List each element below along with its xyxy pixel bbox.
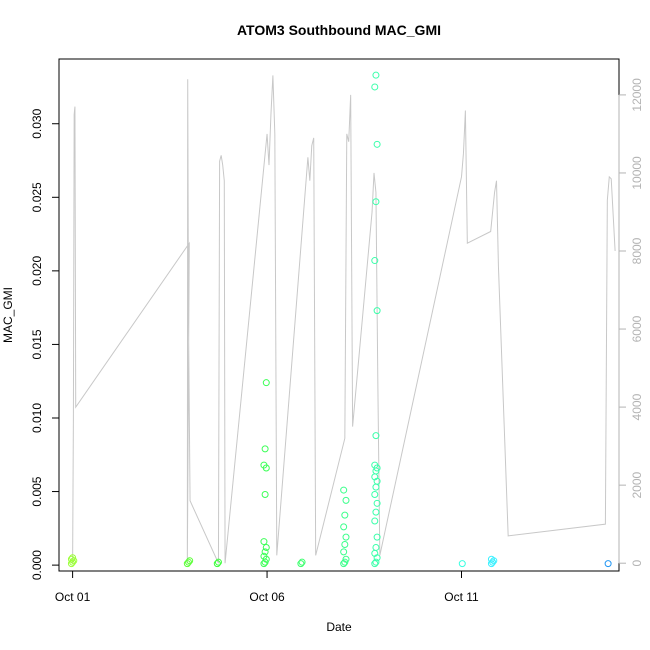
x-tick-label: Oct 06 xyxy=(249,590,285,604)
x-tick-label: Oct 01 xyxy=(55,590,91,604)
y2-tick-label: 4000 xyxy=(630,393,644,420)
data-point xyxy=(371,461,379,469)
data-point xyxy=(69,554,77,562)
data-point xyxy=(340,486,348,494)
y2-tick-label: 12000 xyxy=(630,78,644,112)
data-point xyxy=(372,558,380,566)
data-point xyxy=(341,541,349,549)
y-tick-label: 0.010 xyxy=(30,403,44,433)
y-tick-label: 0.015 xyxy=(30,329,44,359)
data-point xyxy=(371,560,379,568)
data-point xyxy=(261,548,269,556)
plot-box xyxy=(58,58,620,572)
data-point xyxy=(373,499,381,507)
data-point xyxy=(372,71,380,79)
y-axis: 0.000 0.005 0.010 0.015 0.020 0.025 0.030 xyxy=(30,108,60,580)
y2-tick-label: 6000 xyxy=(630,315,644,342)
data-point xyxy=(342,496,350,504)
y-tick-label: 0.000 xyxy=(30,550,44,580)
data-point xyxy=(342,555,350,563)
y-tick-label: 0.005 xyxy=(30,476,44,506)
data-point xyxy=(262,543,270,551)
data-point xyxy=(371,83,379,91)
data-point xyxy=(373,307,381,315)
data-point xyxy=(186,557,194,565)
data-point xyxy=(372,483,380,491)
data-point xyxy=(372,543,380,551)
x-tick-label: Oct 11 xyxy=(444,590,479,604)
data-point xyxy=(260,552,268,560)
data-point xyxy=(371,517,379,525)
x-axis: Oct 01 Oct 06 Oct 11 xyxy=(55,570,479,604)
data-point xyxy=(373,533,381,541)
y2-tick-label: 2000 xyxy=(630,471,644,498)
counts-line-layer xyxy=(72,75,616,564)
y-axis-label: MAC_GMI xyxy=(1,287,15,343)
data-point xyxy=(341,511,349,519)
data-point xyxy=(340,523,348,531)
data-point xyxy=(487,555,495,563)
y2-tick-label: 10000 xyxy=(630,156,644,190)
data-point xyxy=(371,257,379,265)
data-point xyxy=(372,198,380,206)
data-point xyxy=(371,490,379,498)
data-point xyxy=(261,490,269,498)
data-point xyxy=(298,558,306,566)
y-tick-label: 0.020 xyxy=(30,256,44,286)
data-point xyxy=(458,560,466,568)
data-point xyxy=(185,558,192,566)
y-tick-label: 0.030 xyxy=(30,108,44,138)
y2-tick-label: 8000 xyxy=(630,237,644,264)
data-point xyxy=(213,560,221,568)
chart-title: ATOM3 Southbound MAC_GMI xyxy=(237,22,441,38)
data-point xyxy=(340,548,348,556)
data-point xyxy=(214,558,222,566)
data-point xyxy=(261,445,269,453)
data-point xyxy=(342,533,350,541)
counts-line xyxy=(72,75,616,564)
y-tick-label: 0.025 xyxy=(30,182,44,212)
points-layer xyxy=(67,71,612,568)
x-axis-label: Date xyxy=(326,620,352,634)
y2-tick-label: 0 xyxy=(630,560,644,567)
data-point xyxy=(297,560,305,568)
data-point xyxy=(373,140,381,148)
data-point xyxy=(262,379,270,387)
y2-axis: 0 2000 4000 6000 8000 10000 12000 xyxy=(618,78,644,567)
data-point xyxy=(67,555,75,563)
data-point xyxy=(260,461,268,469)
data-point xyxy=(372,508,380,516)
data-point xyxy=(372,432,380,440)
data-point xyxy=(604,560,612,568)
data-point xyxy=(260,538,268,546)
